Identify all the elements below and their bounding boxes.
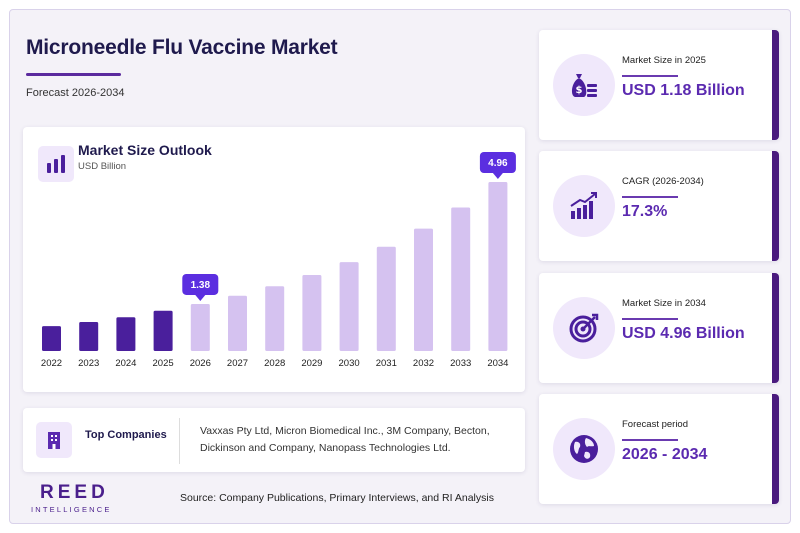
- x-tick-label: 2033: [450, 358, 471, 369]
- stat-rule: [622, 318, 678, 320]
- stat-value: 2026 - 2034: [622, 446, 708, 463]
- x-tick-label: 2034: [487, 358, 508, 369]
- source-note: Source: Company Publications, Primary In…: [180, 492, 494, 504]
- stat-card-cagr: CAGR (2026-2034) 17.3%: [539, 151, 779, 261]
- callout-label: 1.38: [191, 280, 211, 291]
- chart-unit: USD Billion: [78, 161, 127, 172]
- x-tick-label: 2029: [301, 358, 322, 369]
- callout-2034: 4.96: [479, 151, 516, 179]
- x-tick-label: 2026: [190, 358, 211, 369]
- brand-logo: REED: [40, 482, 109, 503]
- page-title: Microneedle Flu Vaccine Market: [26, 36, 338, 59]
- page-subtitle: Forecast 2026-2034: [26, 87, 125, 99]
- globe-icon: [553, 418, 615, 480]
- bar-2034: [488, 181, 508, 351]
- bar-2022: [42, 326, 61, 351]
- stat-label: Market Size in 2034: [622, 298, 706, 309]
- stat-rule: [622, 196, 678, 198]
- bar-2031: [376, 246, 396, 351]
- callout-2026: 1.38: [182, 273, 219, 301]
- title-underline: [26, 73, 121, 76]
- svg-text:$: $: [576, 85, 583, 96]
- bar-2026: [190, 303, 210, 351]
- stat-value: USD 4.96 Billion: [622, 325, 745, 342]
- stat-label: Forecast period: [622, 419, 689, 430]
- stat-rule: [622, 75, 678, 77]
- bar-2024: [116, 317, 136, 351]
- bar-2025: [153, 310, 173, 351]
- x-tick-label: 2027: [227, 358, 248, 369]
- target-icon: [553, 297, 615, 359]
- x-tick-label: 2032: [413, 358, 434, 369]
- stat-rule: [622, 439, 678, 441]
- chart-title: Market Size Outlook: [78, 142, 212, 158]
- bar-2029: [302, 275, 322, 351]
- companies-divider: [179, 418, 180, 464]
- callout-label: 4.96: [488, 158, 508, 169]
- stat-value: 17.3%: [622, 203, 668, 220]
- stat-label: CAGR (2026-2034): [622, 176, 704, 187]
- bar-chart-icon: [38, 146, 74, 182]
- bar-2032: [414, 228, 433, 351]
- companies-list: Vaxxas Pty Ltd, Micron Biomedical Inc., …: [200, 425, 490, 454]
- companies-label: Top Companies: [85, 429, 167, 441]
- bar-2027: [228, 295, 247, 351]
- building-icon: [36, 422, 72, 458]
- growth-chart-icon: [553, 175, 615, 237]
- bar-chart: 2022 2023 2024 2025 2026 2027 2028 2029 2030 2031…: [41, 151, 516, 369]
- bar-2028: [265, 286, 285, 351]
- x-tick-label: 2031: [376, 358, 397, 369]
- x-tick-label: 2030: [339, 358, 360, 369]
- x-tick-label: 2022: [41, 358, 62, 369]
- x-tick-label: 2024: [115, 358, 136, 369]
- money-bag-icon: $: [553, 54, 615, 116]
- bar-2023: [79, 322, 99, 351]
- x-tick-label: 2028: [264, 358, 285, 369]
- bar-2030: [339, 262, 359, 351]
- stat-card-forecast-period: Forecast period 2026 - 2034: [539, 394, 779, 504]
- stat-card-market-2025: $ Market Size in 2025 USD 1.18 Billion: [539, 30, 779, 140]
- companies-card: [23, 408, 525, 472]
- x-tick-label: 2023: [78, 358, 99, 369]
- stat-value: USD 1.18 Billion: [622, 82, 745, 99]
- brand-tagline: INTELLIGENCE: [31, 505, 112, 514]
- x-tick-label: 2025: [153, 358, 174, 369]
- stat-label: Market Size in 2025: [622, 55, 706, 66]
- stat-card-market-2034: Market Size in 2034 USD 4.96 Billion: [539, 273, 779, 383]
- bar-2033: [451, 207, 471, 351]
